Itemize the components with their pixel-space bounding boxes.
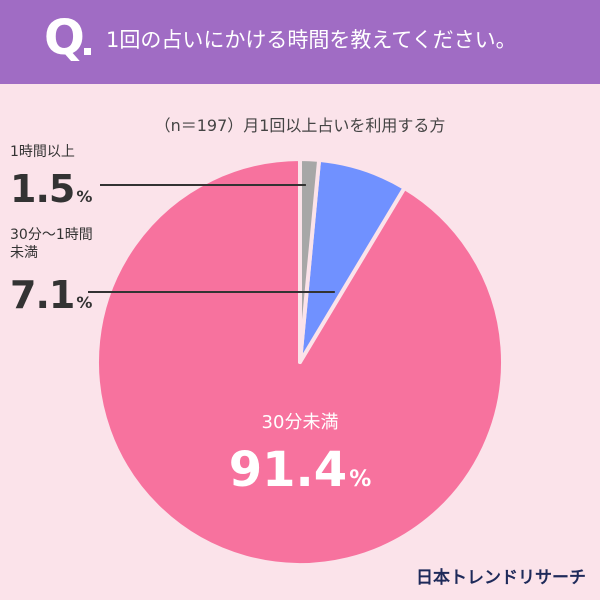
label-over-1h-number: 1.5 (10, 167, 75, 211)
label-over-1h-name: 1時間以上 (10, 144, 75, 160)
percent-sign: % (76, 187, 93, 206)
label-30-60-name: 30分〜1時間 未満 (10, 226, 93, 262)
sample-note: （n＝197）月1回以上占いを利用する方 (154, 116, 446, 135)
slice-over-1h (298, 157, 322, 364)
pie-slices (95, 157, 505, 567)
label-under-30-number: 91.4 (228, 442, 348, 498)
label-30-60-number: 7.1 (10, 273, 75, 317)
header-banner: Q 1回の占いにかける時間を教えてください。 (0, 0, 600, 84)
brand-logo: 日本トレンドリサーチ (416, 568, 586, 588)
label-30-60-line1: 30分〜1時間 (10, 227, 93, 243)
q-letter: Q (44, 10, 85, 66)
percent-sign: % (349, 467, 372, 492)
percent-sign: % (76, 293, 93, 312)
question-text: 1回の占いにかける時間を教えてください。 (106, 28, 517, 52)
leader-lines (88, 184, 335, 293)
label-30-60-value: 7.1% (10, 276, 92, 314)
label-over-1h-value: 1.5% (10, 170, 92, 208)
q-dot-icon (84, 48, 91, 55)
label-30-60-line2: 未満 (10, 245, 38, 262)
label-under-30-value: 91.4% (0, 446, 600, 494)
label-under-30-name: 30分未満 (261, 412, 339, 433)
